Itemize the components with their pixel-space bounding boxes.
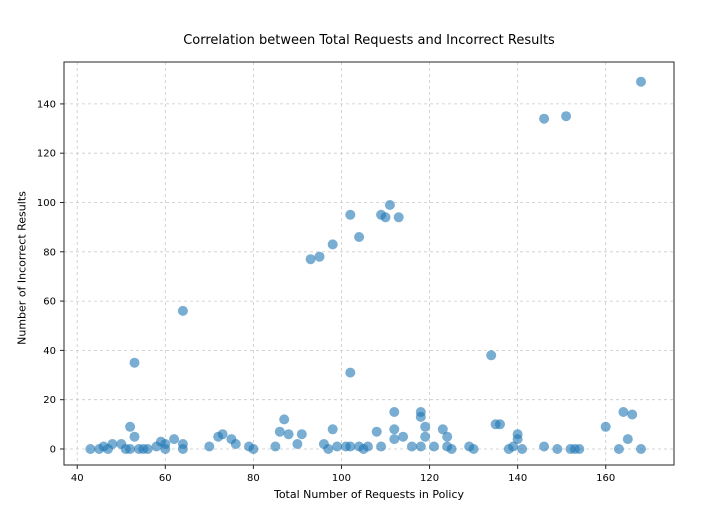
data-point: [429, 441, 439, 452]
data-point: [345, 367, 356, 378]
y-tick-label: 20: [43, 395, 56, 406]
data-point: [420, 421, 431, 432]
data-point: [129, 357, 140, 368]
data-point: [270, 441, 281, 452]
data-point: [627, 409, 638, 420]
data-point: [613, 444, 624, 454]
data-point: [345, 209, 356, 220]
data-point: [314, 251, 325, 262]
data-point: [442, 431, 453, 442]
data-point: [446, 444, 457, 454]
data-point: [327, 424, 338, 435]
x-tick-label: 140: [508, 473, 527, 484]
data-point: [380, 212, 391, 223]
plot-spine: [63, 61, 675, 466]
data-point: [415, 407, 426, 417]
y-tick-label: 0: [50, 444, 56, 455]
data-point: [107, 439, 118, 449]
data-point: [125, 421, 136, 432]
data-point: [323, 444, 334, 454]
data-point: [486, 350, 497, 361]
data-point: [561, 111, 572, 122]
data-point: [332, 441, 343, 452]
data-point: [177, 439, 188, 449]
data-point: [169, 434, 180, 445]
data-point: [495, 419, 505, 430]
x-tick-label: 120: [420, 473, 439, 484]
data-point: [248, 444, 259, 454]
data-point: [600, 421, 611, 432]
data-point: [384, 200, 395, 210]
data-point: [393, 212, 404, 223]
data-point: [376, 441, 387, 452]
data-point: [420, 431, 431, 442]
data-point: [389, 407, 400, 417]
data-point: [142, 444, 153, 454]
x-tick-label: 100: [332, 473, 351, 484]
data-point: [539, 113, 550, 124]
data-point: [389, 424, 400, 435]
data-point: [354, 232, 365, 242]
data-point: [552, 444, 563, 454]
data-point: [362, 441, 373, 452]
data-point: [204, 441, 215, 452]
y-tick-label: 120: [37, 149, 56, 160]
data-point: [406, 441, 417, 452]
data-point: [230, 439, 241, 449]
data-point: [160, 439, 171, 449]
data-point: [618, 407, 629, 417]
data-point: [125, 444, 136, 454]
data-point: [508, 441, 519, 452]
x-tick-label: 40: [71, 473, 84, 484]
x-tick-label: 80: [247, 473, 260, 484]
y-tick-label: 80: [43, 247, 56, 258]
data-point: [177, 305, 188, 316]
data-point: [437, 424, 448, 435]
data-point: [129, 431, 140, 442]
data-point: [398, 431, 409, 442]
y-tick-label: 40: [43, 346, 56, 357]
data-point: [274, 426, 285, 437]
data-point: [539, 441, 550, 452]
data-point: [415, 441, 426, 452]
data-point: [85, 444, 96, 454]
data-point: [468, 444, 479, 454]
data-point: [279, 414, 290, 425]
data-point: [517, 444, 528, 454]
data-point: [512, 429, 523, 440]
data-point: [389, 434, 400, 445]
data-point: [296, 429, 307, 440]
data-point: [217, 429, 228, 440]
data-point: [327, 239, 338, 250]
y-axis-label: Number of Incorrect Results: [15, 191, 29, 345]
y-tick-label: 60: [43, 297, 56, 308]
x-axis-label: Total Number of Requests in Policy: [273, 488, 465, 501]
data-point: [371, 426, 382, 437]
data-point: [283, 429, 294, 440]
data-point: [292, 439, 303, 449]
data-point: [636, 444, 646, 454]
y-tick-label: 100: [37, 198, 56, 209]
y-tick-label: 140: [37, 99, 56, 110]
data-point: [345, 441, 356, 452]
chart-title: Correlation between Total Requests and I…: [183, 33, 555, 48]
data-point: [574, 444, 585, 454]
x-tick-label: 160: [596, 473, 615, 484]
x-tick-label: 60: [159, 473, 172, 484]
data-point: [305, 254, 316, 265]
data-point: [622, 434, 633, 445]
data-point: [636, 76, 646, 87]
